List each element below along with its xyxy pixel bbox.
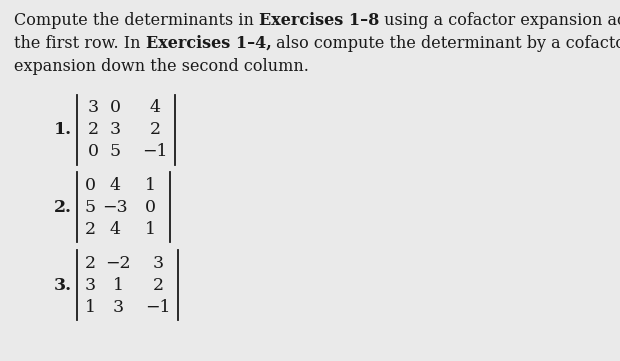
Text: 4: 4: [110, 177, 120, 193]
Text: 3: 3: [84, 277, 95, 293]
Text: 0: 0: [144, 199, 156, 216]
Text: 1: 1: [144, 177, 156, 193]
Text: 1: 1: [144, 221, 156, 238]
Text: using a cofactor expansion across: using a cofactor expansion across: [379, 12, 620, 29]
Text: the first row. In: the first row. In: [14, 35, 146, 52]
Text: 2.: 2.: [54, 199, 72, 216]
Text: 5: 5: [110, 144, 120, 161]
Text: Compute the determinants in: Compute the determinants in: [14, 12, 259, 29]
Text: 2: 2: [87, 122, 99, 139]
Text: −1: −1: [142, 144, 168, 161]
Text: 0: 0: [110, 100, 120, 117]
Text: expansion down the second column.: expansion down the second column.: [14, 58, 309, 75]
Text: 5: 5: [84, 199, 95, 216]
Text: −2: −2: [105, 255, 131, 271]
Text: 2: 2: [153, 277, 164, 293]
Text: 2: 2: [84, 255, 95, 271]
Text: 1: 1: [84, 299, 95, 316]
Text: −3: −3: [102, 199, 128, 216]
Text: 4: 4: [110, 221, 120, 238]
Text: Exercises 1–8: Exercises 1–8: [259, 12, 379, 29]
Text: −1: −1: [145, 299, 171, 316]
Text: 3: 3: [112, 299, 123, 316]
Text: 3: 3: [153, 255, 164, 271]
Text: 3: 3: [110, 122, 120, 139]
Text: 3.: 3.: [54, 277, 72, 293]
Text: 2: 2: [84, 221, 95, 238]
Text: 0: 0: [87, 144, 99, 161]
Text: also compute the determinant by a cofactor: also compute the determinant by a cofact…: [272, 35, 620, 52]
Text: 3: 3: [87, 100, 99, 117]
Text: 2: 2: [149, 122, 161, 139]
Text: 0: 0: [84, 177, 95, 193]
Text: 4: 4: [149, 100, 161, 117]
Text: 1: 1: [112, 277, 123, 293]
Text: 1.: 1.: [54, 122, 72, 139]
Text: Exercises 1–4,: Exercises 1–4,: [146, 35, 272, 52]
